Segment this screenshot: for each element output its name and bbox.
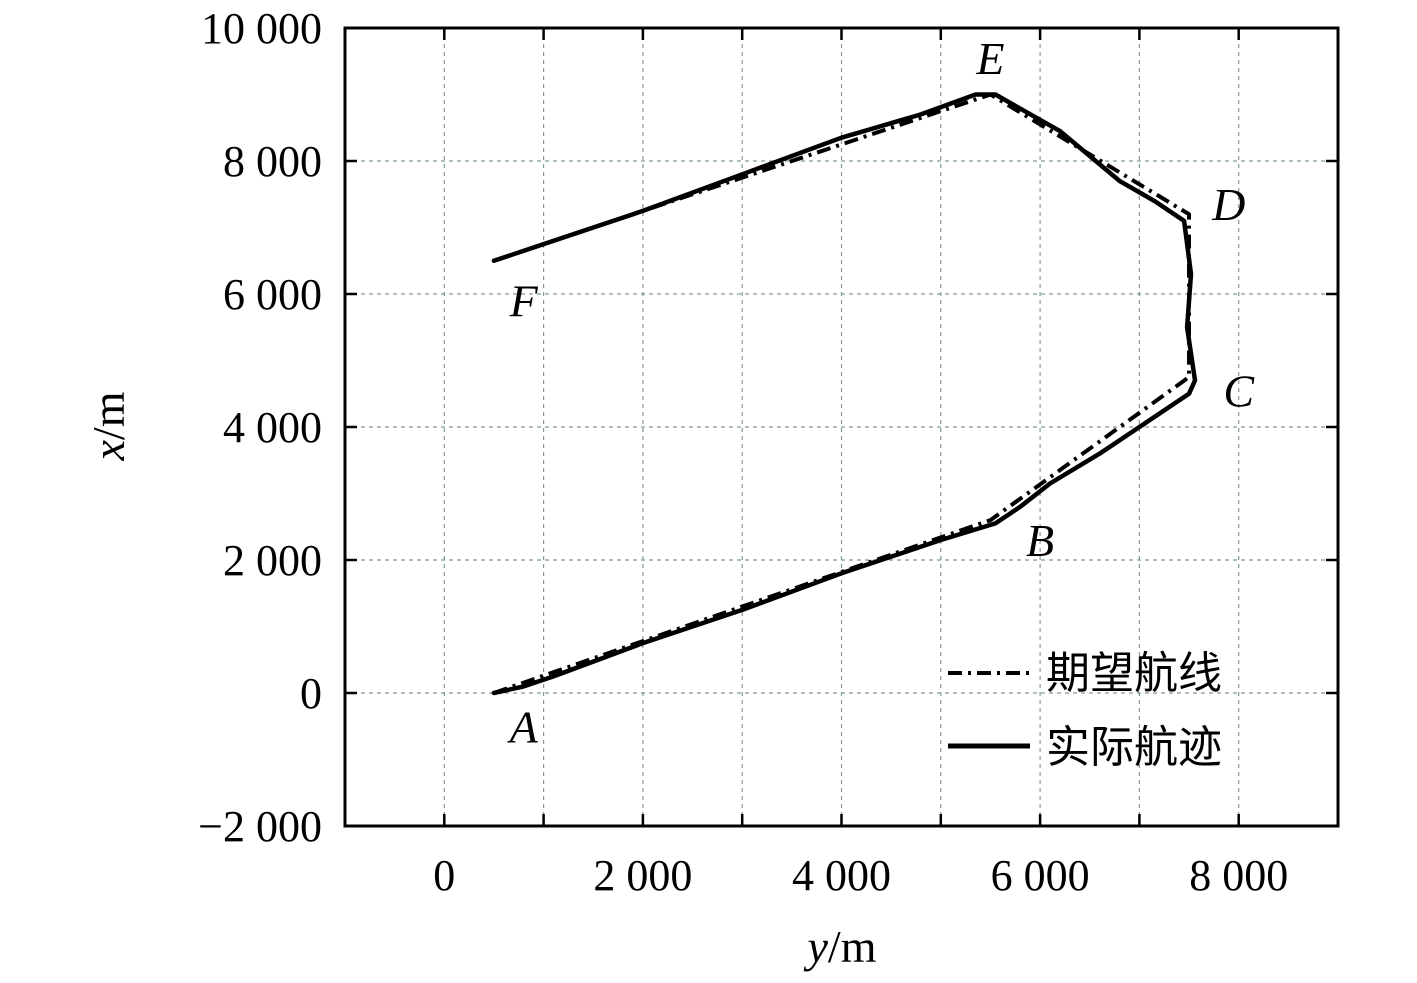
legend-label-actual: 实际航迹 — [1046, 722, 1222, 773]
y-tick-label: 8 000 — [223, 137, 322, 186]
point-labels: A B C D E F — [507, 33, 1256, 752]
point-label-e: E — [975, 33, 1004, 84]
x-tick-label: 8 000 — [1189, 851, 1288, 900]
y-axis-label-var: x — [83, 439, 134, 461]
y-axis-label-unit: /m — [83, 391, 134, 440]
x-axis-label-unit: /m — [828, 921, 877, 972]
y-tick-label: 6 000 — [223, 270, 322, 319]
y-axis-label: x/m — [83, 391, 134, 461]
series-line-actual — [491, 92, 1198, 696]
point-label-d: D — [1211, 179, 1245, 230]
x-tick-label: 4 000 — [792, 851, 891, 900]
x-tick-label: 6 000 — [991, 851, 1090, 900]
y-tick-label: 0 — [300, 669, 322, 718]
legend-label-expected: 期望航线 — [1046, 648, 1222, 699]
x-axis-label: y/m — [804, 921, 877, 972]
y-tick-label: 10 000 — [201, 4, 322, 53]
legend: 期望航线 实际航迹 — [948, 648, 1222, 773]
y-tick-label: −2 000 — [198, 802, 322, 851]
grid — [345, 28, 1338, 826]
point-label-f: F — [509, 276, 539, 327]
x-tick-label: 2 000 — [593, 851, 692, 900]
y-tick-label: 2 000 — [223, 536, 322, 585]
ticks: 0 2 000 4 000 6 000 8 000 −2 000 0 2 000 4 000 6 … — [198, 4, 1338, 900]
series-line-expected — [493, 92, 1191, 695]
point-label-a: A — [507, 701, 539, 752]
x-tick-label: 0 — [433, 851, 455, 900]
y-tick-label: 4 000 — [223, 403, 322, 452]
point-label-b: B — [1026, 515, 1054, 566]
series-layer — [491, 92, 1198, 696]
x-axis-label-var: y — [804, 921, 829, 972]
point-label-c: C — [1223, 365, 1255, 416]
